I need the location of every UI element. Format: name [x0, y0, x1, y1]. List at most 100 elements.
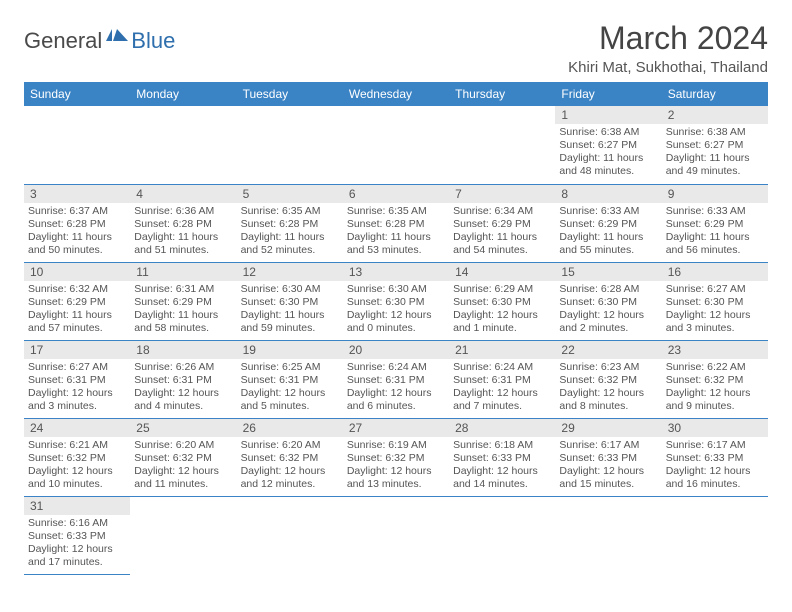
- calendar-table: SundayMondayTuesdayWednesdayThursdayFrid…: [24, 82, 768, 575]
- calendar-cell: [343, 106, 449, 184]
- calendar-cell: 6Sunrise: 6:35 AMSunset: 6:28 PMDaylight…: [343, 184, 449, 262]
- day-number: 23: [662, 341, 768, 359]
- day-info: Sunrise: 6:20 AMSunset: 6:32 PMDaylight:…: [237, 437, 343, 496]
- day-number: 28: [449, 419, 555, 437]
- day-number: 11: [130, 263, 236, 281]
- day-info: Sunrise: 6:34 AMSunset: 6:29 PMDaylight:…: [449, 203, 555, 262]
- day-info: Sunrise: 6:17 AMSunset: 6:33 PMDaylight:…: [555, 437, 661, 496]
- calendar-cell: 29Sunrise: 6:17 AMSunset: 6:33 PMDayligh…: [555, 418, 661, 496]
- calendar-cell: 17Sunrise: 6:27 AMSunset: 6:31 PMDayligh…: [24, 340, 130, 418]
- calendar-row: 10Sunrise: 6:32 AMSunset: 6:29 PMDayligh…: [24, 262, 768, 340]
- calendar-head: SundayMondayTuesdayWednesdayThursdayFrid…: [24, 82, 768, 106]
- day-info: Sunrise: 6:26 AMSunset: 6:31 PMDaylight:…: [130, 359, 236, 418]
- day-info: Sunrise: 6:38 AMSunset: 6:27 PMDaylight:…: [662, 124, 768, 183]
- calendar-cell: 21Sunrise: 6:24 AMSunset: 6:31 PMDayligh…: [449, 340, 555, 418]
- day-number: 6: [343, 185, 449, 203]
- day-number: 9: [662, 185, 768, 203]
- calendar-row: 31Sunrise: 6:16 AMSunset: 6:33 PMDayligh…: [24, 496, 768, 574]
- calendar-cell: 12Sunrise: 6:30 AMSunset: 6:30 PMDayligh…: [237, 262, 343, 340]
- calendar-cell: 24Sunrise: 6:21 AMSunset: 6:32 PMDayligh…: [24, 418, 130, 496]
- day-number: 29: [555, 419, 661, 437]
- day-info: Sunrise: 6:32 AMSunset: 6:29 PMDaylight:…: [24, 281, 130, 340]
- day-number: 19: [237, 341, 343, 359]
- day-info: Sunrise: 6:35 AMSunset: 6:28 PMDaylight:…: [237, 203, 343, 262]
- calendar-cell: 26Sunrise: 6:20 AMSunset: 6:32 PMDayligh…: [237, 418, 343, 496]
- day-number: 25: [130, 419, 236, 437]
- calendar-cell: 3Sunrise: 6:37 AMSunset: 6:28 PMDaylight…: [24, 184, 130, 262]
- day-number: 31: [24, 497, 130, 515]
- day-info: Sunrise: 6:25 AMSunset: 6:31 PMDaylight:…: [237, 359, 343, 418]
- day-number: 24: [24, 419, 130, 437]
- day-number: 14: [449, 263, 555, 281]
- calendar-cell: 23Sunrise: 6:22 AMSunset: 6:32 PMDayligh…: [662, 340, 768, 418]
- day-info: Sunrise: 6:28 AMSunset: 6:30 PMDaylight:…: [555, 281, 661, 340]
- calendar-cell: [130, 496, 236, 574]
- day-info: Sunrise: 6:33 AMSunset: 6:29 PMDaylight:…: [555, 203, 661, 262]
- logo-text-general: General: [24, 28, 102, 54]
- day-number: 7: [449, 185, 555, 203]
- day-number: 1: [555, 106, 661, 124]
- calendar-cell: 31Sunrise: 6:16 AMSunset: 6:33 PMDayligh…: [24, 496, 130, 574]
- calendar-cell: 1Sunrise: 6:38 AMSunset: 6:27 PMDaylight…: [555, 106, 661, 184]
- day-number: 15: [555, 263, 661, 281]
- day-number: 26: [237, 419, 343, 437]
- calendar-row: 24Sunrise: 6:21 AMSunset: 6:32 PMDayligh…: [24, 418, 768, 496]
- day-number: 20: [343, 341, 449, 359]
- calendar-cell: 20Sunrise: 6:24 AMSunset: 6:31 PMDayligh…: [343, 340, 449, 418]
- calendar-cell: [555, 496, 661, 574]
- calendar-cell: 9Sunrise: 6:33 AMSunset: 6:29 PMDaylight…: [662, 184, 768, 262]
- day-number: 27: [343, 419, 449, 437]
- calendar-body: 1Sunrise: 6:38 AMSunset: 6:27 PMDaylight…: [24, 106, 768, 574]
- day-info: Sunrise: 6:24 AMSunset: 6:31 PMDaylight:…: [343, 359, 449, 418]
- calendar-cell: 30Sunrise: 6:17 AMSunset: 6:33 PMDayligh…: [662, 418, 768, 496]
- day-info: Sunrise: 6:35 AMSunset: 6:28 PMDaylight:…: [343, 203, 449, 262]
- day-header-sunday: Sunday: [24, 82, 130, 106]
- day-number: 22: [555, 341, 661, 359]
- day-number: 5: [237, 185, 343, 203]
- day-number: 13: [343, 263, 449, 281]
- calendar-cell: 25Sunrise: 6:20 AMSunset: 6:32 PMDayligh…: [130, 418, 236, 496]
- day-info: Sunrise: 6:24 AMSunset: 6:31 PMDaylight:…: [449, 359, 555, 418]
- calendar-cell: [237, 106, 343, 184]
- calendar-row: 3Sunrise: 6:37 AMSunset: 6:28 PMDaylight…: [24, 184, 768, 262]
- day-info: Sunrise: 6:16 AMSunset: 6:33 PMDaylight:…: [24, 515, 130, 574]
- header: General Blue March 2024 Khiri Mat, Sukho…: [24, 20, 768, 76]
- day-info: Sunrise: 6:38 AMSunset: 6:27 PMDaylight:…: [555, 124, 661, 183]
- day-number: 30: [662, 419, 768, 437]
- calendar-cell: 11Sunrise: 6:31 AMSunset: 6:29 PMDayligh…: [130, 262, 236, 340]
- calendar-cell: 16Sunrise: 6:27 AMSunset: 6:30 PMDayligh…: [662, 262, 768, 340]
- day-info: Sunrise: 6:37 AMSunset: 6:28 PMDaylight:…: [24, 203, 130, 262]
- day-info: Sunrise: 6:23 AMSunset: 6:32 PMDaylight:…: [555, 359, 661, 418]
- calendar-row: 1Sunrise: 6:38 AMSunset: 6:27 PMDaylight…: [24, 106, 768, 184]
- day-info: Sunrise: 6:30 AMSunset: 6:30 PMDaylight:…: [237, 281, 343, 340]
- day-number: 8: [555, 185, 661, 203]
- calendar-cell: 27Sunrise: 6:19 AMSunset: 6:32 PMDayligh…: [343, 418, 449, 496]
- day-header-friday: Friday: [555, 82, 661, 106]
- day-header-thursday: Thursday: [449, 82, 555, 106]
- day-info: Sunrise: 6:33 AMSunset: 6:29 PMDaylight:…: [662, 203, 768, 262]
- day-number: 3: [24, 185, 130, 203]
- calendar-cell: 22Sunrise: 6:23 AMSunset: 6:32 PMDayligh…: [555, 340, 661, 418]
- day-info: Sunrise: 6:29 AMSunset: 6:30 PMDaylight:…: [449, 281, 555, 340]
- day-info: Sunrise: 6:21 AMSunset: 6:32 PMDaylight:…: [24, 437, 130, 496]
- flag-icon: [106, 27, 128, 48]
- day-number: 17: [24, 341, 130, 359]
- day-number: 18: [130, 341, 236, 359]
- calendar-cell: 5Sunrise: 6:35 AMSunset: 6:28 PMDaylight…: [237, 184, 343, 262]
- day-info: Sunrise: 6:19 AMSunset: 6:32 PMDaylight:…: [343, 437, 449, 496]
- day-header-tuesday: Tuesday: [237, 82, 343, 106]
- calendar-cell: 10Sunrise: 6:32 AMSunset: 6:29 PMDayligh…: [24, 262, 130, 340]
- day-number: 4: [130, 185, 236, 203]
- title-block: March 2024 Khiri Mat, Sukhothai, Thailan…: [568, 20, 768, 76]
- location: Khiri Mat, Sukhothai, Thailand: [568, 59, 768, 76]
- calendar-cell: 2Sunrise: 6:38 AMSunset: 6:27 PMDaylight…: [662, 106, 768, 184]
- calendar-cell: 13Sunrise: 6:30 AMSunset: 6:30 PMDayligh…: [343, 262, 449, 340]
- calendar-cell: [449, 496, 555, 574]
- calendar-cell: 7Sunrise: 6:34 AMSunset: 6:29 PMDaylight…: [449, 184, 555, 262]
- calendar-cell: 28Sunrise: 6:18 AMSunset: 6:33 PMDayligh…: [449, 418, 555, 496]
- day-number: 12: [237, 263, 343, 281]
- calendar-cell: [449, 106, 555, 184]
- day-info: Sunrise: 6:22 AMSunset: 6:32 PMDaylight:…: [662, 359, 768, 418]
- calendar-cell: 4Sunrise: 6:36 AMSunset: 6:28 PMDaylight…: [130, 184, 236, 262]
- calendar-cell: [237, 496, 343, 574]
